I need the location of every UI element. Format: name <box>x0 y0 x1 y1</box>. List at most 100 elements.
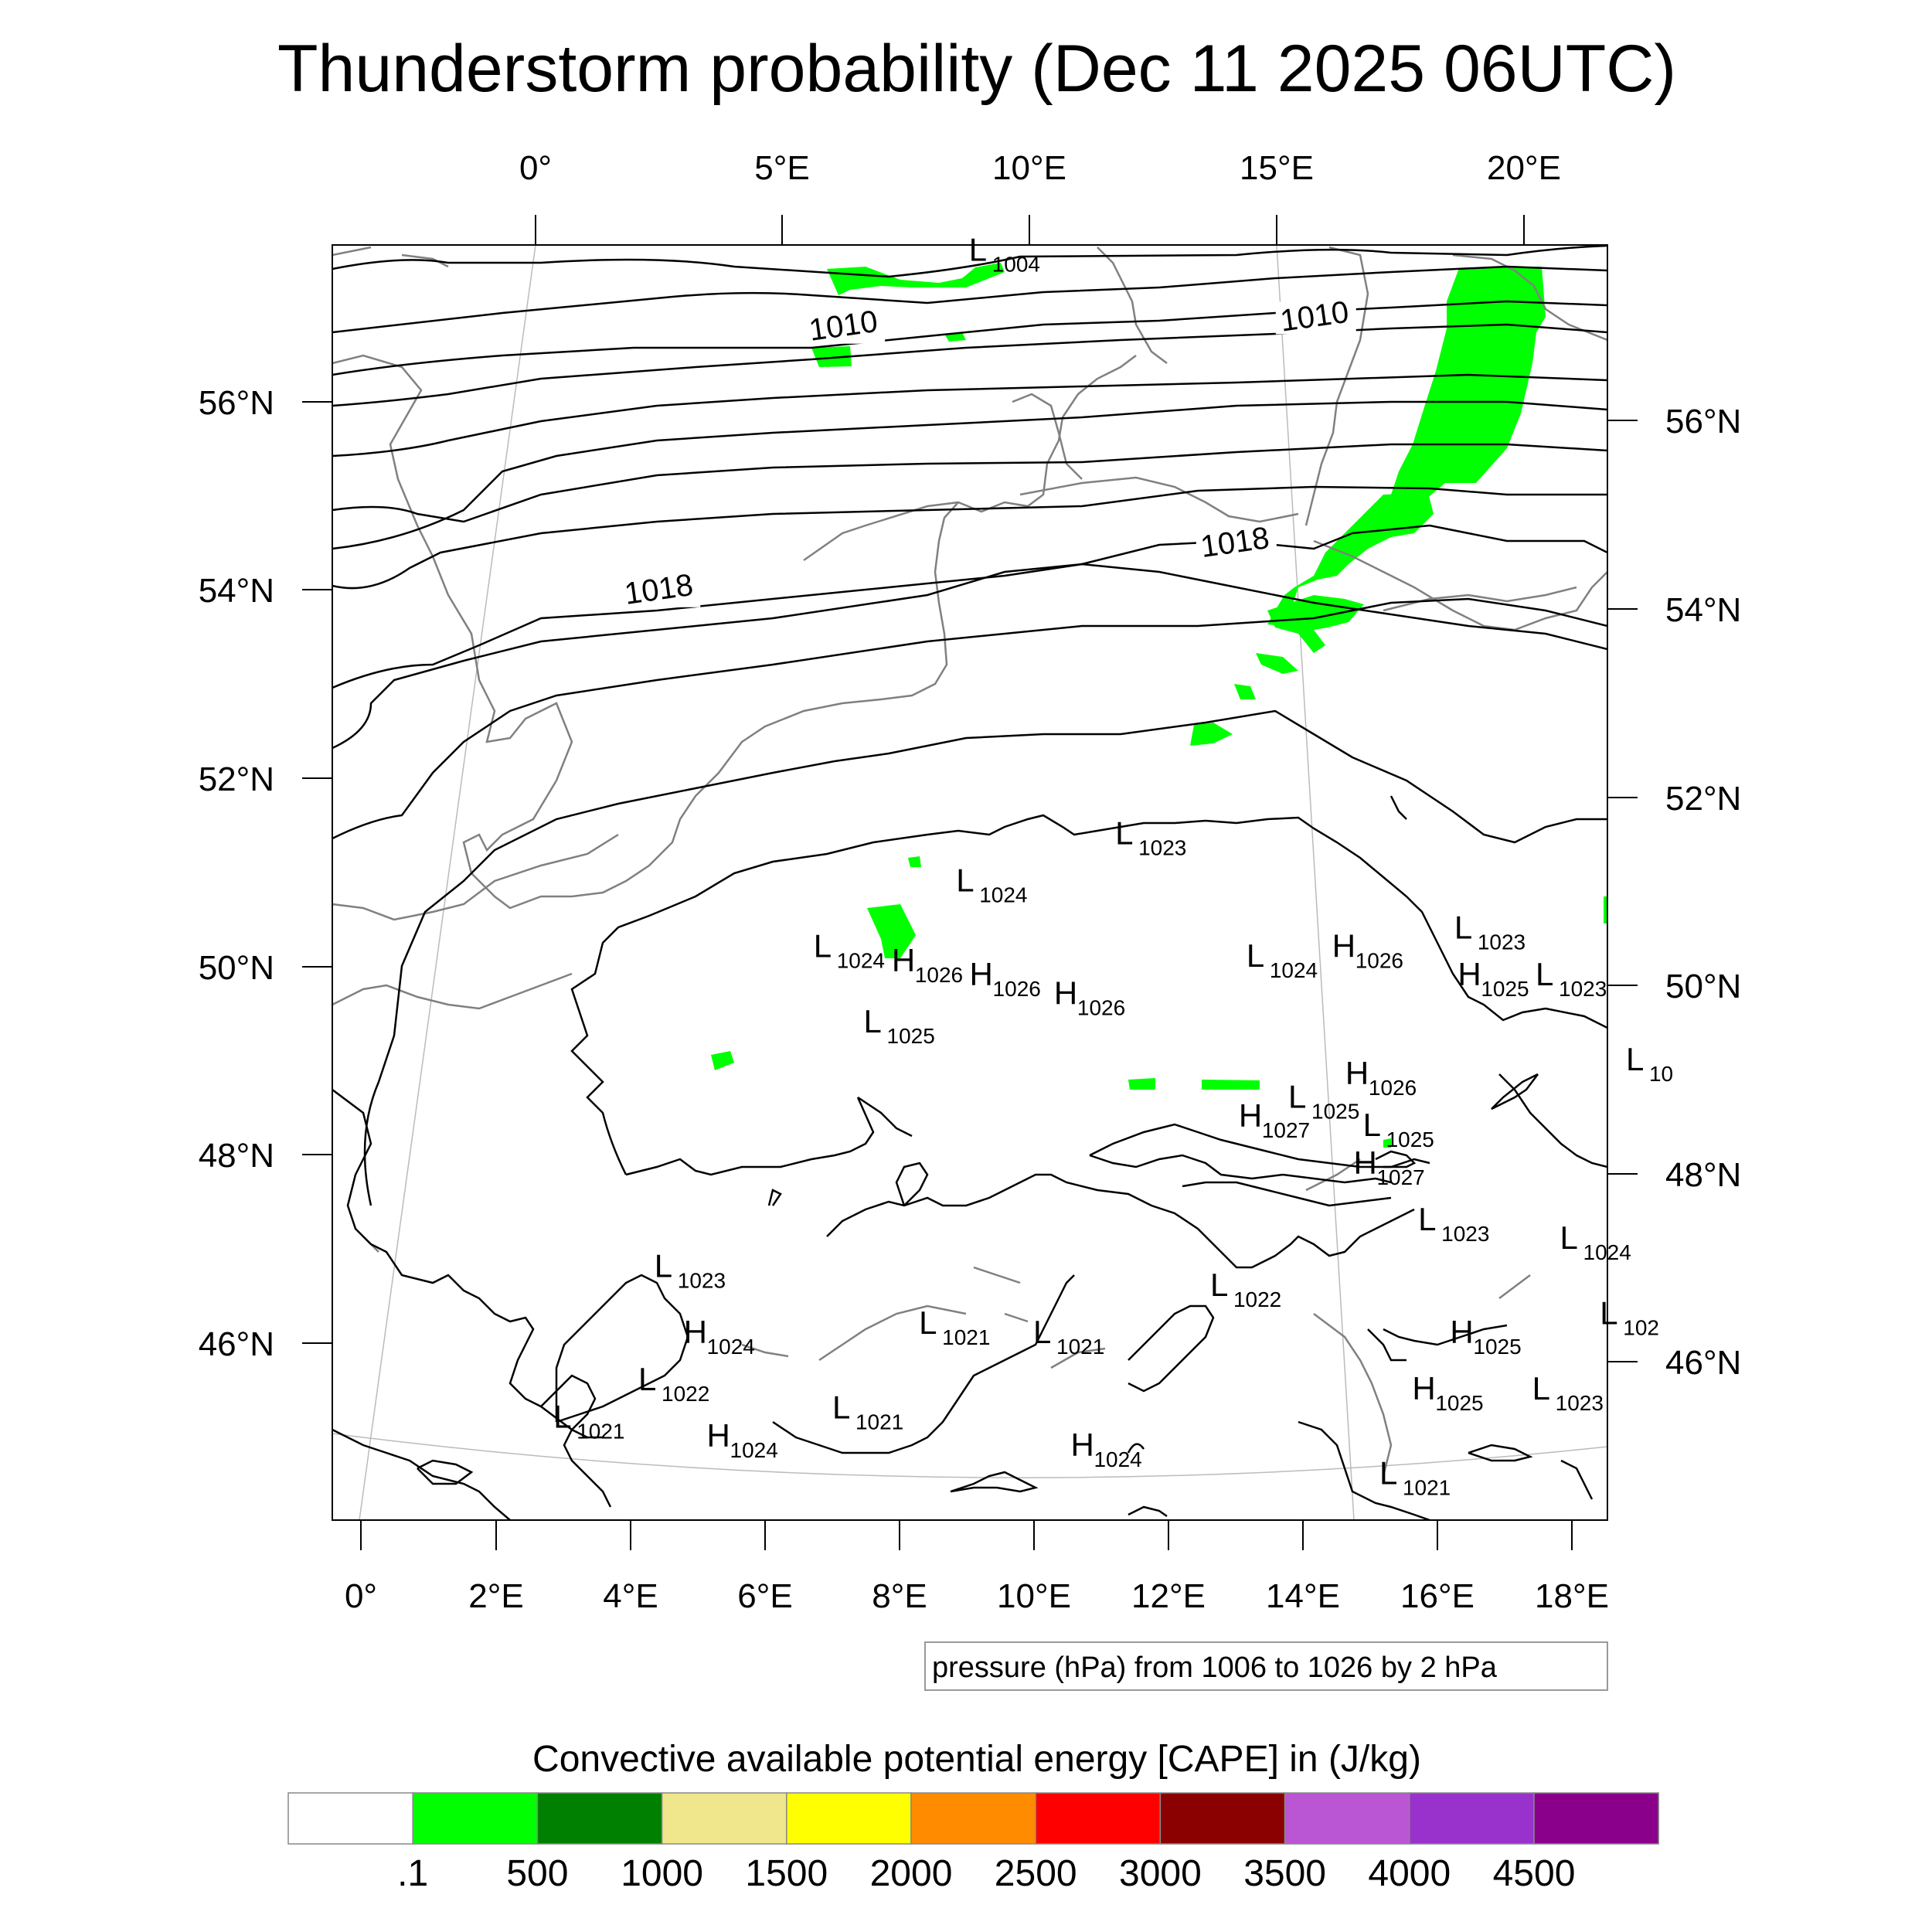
pressure-center-value: 1024 <box>837 949 885 973</box>
low-pressure-center: L 1023 <box>655 1248 726 1293</box>
pressure-center-value: 1027 <box>1262 1118 1310 1142</box>
pressure-center-letter: L <box>1288 1079 1306 1115</box>
pressure-center-value: 1024 <box>1094 1447 1141 1471</box>
pressure-center-value: 1023 <box>1556 1391 1604 1415</box>
pressure-center-value: 1025 <box>1473 1335 1521 1359</box>
pressure-center-value: 1024 <box>1270 958 1318 982</box>
left-lat-label: 48°N <box>199 1137 274 1175</box>
pressure-center-letter: H <box>1458 956 1481 992</box>
pressure-center-letter: L <box>864 1003 882 1039</box>
high-pressure-center: H 1024 <box>1070 1427 1141 1471</box>
high-pressure-center: H 1026 <box>1345 1055 1417 1100</box>
bottom-lon-label: 12°E <box>1131 1577 1206 1615</box>
bottom-lon-label: 0° <box>345 1577 377 1615</box>
pressure-center-letter: L <box>1247 937 1264 974</box>
legend-tick-label: 2000 <box>870 1853 953 1894</box>
legend-swatch <box>1159 1792 1286 1845</box>
high-pressure-center: H 1026 <box>1054 975 1125 1020</box>
legend-swatch <box>412 1792 539 1845</box>
high-pressure-center: H 1026 <box>892 942 963 987</box>
isobar-label-bg <box>804 311 886 344</box>
legend-swatch <box>536 1792 663 1845</box>
pressure-center-letter: L <box>1600 1295 1617 1332</box>
pressure-center-letter: L <box>1418 1201 1436 1237</box>
pressure-center-value: 1026 <box>915 963 963 987</box>
legend-swatch <box>1035 1792 1162 1845</box>
map-title: Thunderstorm probability (Dec 11 2025 06… <box>277 32 1676 106</box>
pressure-center-letter: H <box>892 942 915 978</box>
low-pressure-center: L 1024 <box>1560 1219 1631 1264</box>
pressure-center-value: 1026 <box>1369 1076 1417 1100</box>
legend-tick-label: 3000 <box>1119 1853 1202 1894</box>
bottom-lon-label: 4°E <box>603 1577 658 1615</box>
legend-tick-label: 500 <box>506 1853 568 1894</box>
cape-legend: Convective available potential energy [C… <box>287 1739 1659 1894</box>
bottom-lon-label: 18°E <box>1535 1577 1609 1615</box>
low-pressure-center: L 1024 <box>956 862 1027 906</box>
low-pressure-center: L 1024 <box>814 928 885 973</box>
legend-swatch <box>786 1792 912 1845</box>
legend-swatch <box>287 1792 413 1845</box>
right-lat-label: 54°N <box>1665 591 1741 629</box>
legend-tick-label: 2500 <box>995 1853 1077 1894</box>
pressure-center-letter: L <box>1626 1041 1644 1077</box>
low-pressure-center: L 1024 <box>1247 937 1318 982</box>
pressure-center-letter: H <box>684 1314 707 1350</box>
pressure-center-letter: L <box>1532 1370 1550 1406</box>
low-pressure-center: L 1023 <box>1454 909 1526 954</box>
low-pressure-center: L 1021 <box>1033 1314 1104 1359</box>
pressure-center-letter: L <box>956 862 974 898</box>
legend-swatch <box>1533 1792 1659 1845</box>
pressure-center-value: 1022 <box>662 1382 709 1406</box>
pressure-center-value: 1025 <box>1481 977 1529 1001</box>
pressure-center-value: 1022 <box>1233 1287 1281 1311</box>
pressure-center-value: 1027 <box>1376 1165 1424 1189</box>
top-lon-label: 10°E <box>992 149 1066 187</box>
legend-colorbar <box>287 1792 1659 1845</box>
bottom-lon-label: 10°E <box>997 1577 1071 1615</box>
pressure-center-letter: L <box>1379 1455 1397 1492</box>
right-lat-label: 50°N <box>1665 968 1741 1005</box>
left-lat-label: 52°N <box>199 760 274 798</box>
pressure-center-letter: L <box>1560 1219 1578 1256</box>
low-pressure-center: L 1021 <box>553 1399 624 1444</box>
legend-tick-label: 3500 <box>1243 1853 1326 1894</box>
bottom-lon-label: 16°E <box>1400 1577 1475 1615</box>
right-lat-label: 46°N <box>1665 1344 1741 1382</box>
pressure-center-letter: L <box>919 1304 937 1341</box>
low-pressure-center: L 1023 <box>1115 815 1186 859</box>
right-latitude-labels: 56°N 54°N 52°N 50°N 48°N 46°N <box>1665 403 1741 1382</box>
contour-info-box: pressure (hPa) from 1006 to 1026 by 2 hP… <box>924 1641 1608 1691</box>
pressure-center-letter: L <box>553 1399 571 1435</box>
right-lat-label: 52°N <box>1665 780 1741 818</box>
pressure-center-value: 1023 <box>1441 1222 1489 1246</box>
pressure-center-letter: H <box>1412 1370 1435 1406</box>
pressure-center-value: 1021 <box>1403 1476 1451 1500</box>
pressure-center-value: 10 <box>1649 1062 1673 1086</box>
pressure-center-letter: L <box>814 928 832 964</box>
legend-tick-label: 4500 <box>1493 1853 1576 1894</box>
pressure-center-value: 1023 <box>1559 977 1607 1001</box>
low-pressure-center: L 1004 <box>969 231 1040 276</box>
left-lat-label: 46°N <box>199 1325 274 1363</box>
low-pressure-center: L 1021 <box>1379 1455 1451 1500</box>
bottom-lon-label: 8°E <box>872 1577 927 1615</box>
legend-tick-label: 4000 <box>1368 1853 1451 1894</box>
pressure-center-value: 1026 <box>1355 949 1403 973</box>
right-lat-label: 56°N <box>1665 403 1741 440</box>
low-pressure-center: L 1025 <box>1288 1079 1359 1124</box>
pressure-center-value: 1026 <box>993 977 1041 1001</box>
top-lon-label: 15°E <box>1240 149 1314 187</box>
pressure-center-letter: L <box>1033 1314 1051 1350</box>
high-pressure-center: H 1027 <box>1353 1145 1424 1189</box>
low-pressure-center: L 1023 <box>1536 956 1607 1001</box>
low-pressure-center: L 1021 <box>832 1389 903 1434</box>
legend-tick-label: .1 <box>397 1853 428 1894</box>
left-lat-label: 56°N <box>199 384 274 422</box>
low-pressure-center: L 10 <box>1626 1041 1673 1086</box>
isobars <box>332 245 1607 1520</box>
pressure-center-value: 1025 <box>1435 1391 1483 1415</box>
low-pressure-center: L 1021 <box>919 1304 990 1349</box>
bottom-lon-label: 14°E <box>1266 1577 1340 1615</box>
